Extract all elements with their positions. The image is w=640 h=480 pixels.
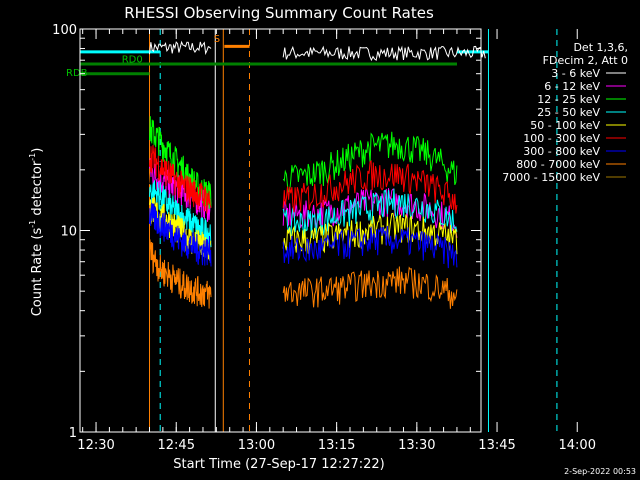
legend-header: FDecim 2, Att 0 <box>543 54 628 67</box>
y-label-part1: Count Rate (s <box>30 228 45 317</box>
series-line <box>282 266 458 309</box>
flag-label-rd0: RD0 <box>122 55 143 66</box>
x-tick-label: 12:30 <box>77 438 114 453</box>
y-label-part3: ) <box>30 148 45 153</box>
y-tick-label: 100 <box>52 23 77 38</box>
series-line <box>149 180 212 248</box>
x-tick-label: 14:00 <box>559 438 596 453</box>
x-tick-label: 13:00 <box>238 438 275 453</box>
legend-label: 12 - 25 keV <box>537 93 600 106</box>
legend-label: 25 - 50 keV <box>537 106 600 119</box>
x-tick-label: 12:45 <box>158 438 195 453</box>
footer-date: 2-Sep-2022 00:53 <box>564 467 636 476</box>
x-tick-label: 13:15 <box>318 438 355 453</box>
series-layer <box>149 116 458 309</box>
flags-layer: S RD0 RDB <box>66 29 558 432</box>
legend-label: 300 - 800 keV <box>523 145 600 158</box>
y-tick-label: 10 <box>60 225 77 240</box>
y-label-part2: detector <box>30 160 45 220</box>
legend-label: 6 - 12 keV <box>544 80 600 93</box>
x-axis-label: Start Time (27-Sep-17 12:27:22) <box>173 457 384 472</box>
chart-title: RHESSI Observing Summary Count Rates <box>124 4 434 22</box>
series-line <box>282 160 458 214</box>
flag-label-rdb: RDB <box>66 68 88 79</box>
legend-label: 7000 - 15000 keV <box>502 171 600 184</box>
x-tick-label: 13:45 <box>478 438 515 453</box>
legend-header: Det 1,3,6, <box>573 41 628 54</box>
legend-label: 800 - 7000 keV <box>516 158 600 171</box>
series-line <box>149 203 212 267</box>
flag-trace <box>149 40 212 56</box>
series-line <box>282 212 458 255</box>
series-line <box>149 239 212 309</box>
y-label-sup1: -1 <box>28 220 37 228</box>
y-label-sup2: -1 <box>28 153 37 161</box>
series-line <box>282 187 458 232</box>
flag-label-saa: S <box>214 34 220 45</box>
legend-label: 3 - 6 keV <box>551 67 600 80</box>
series-line <box>282 188 458 239</box>
series-line <box>149 145 212 214</box>
svg-text:Count Rate (s-1 detector-1): Count Rate (s-1 detector-1) <box>28 148 45 317</box>
legend-label: 100 - 300 keV <box>523 132 600 145</box>
series-line <box>282 225 458 269</box>
ticks-layer: 1 10 100 12:30 12:45 13:00 13:15 13:30 13:45 14:0… <box>52 23 596 453</box>
x-tick-label: 13:30 <box>398 438 435 453</box>
flag-trace <box>282 45 486 62</box>
legend-label: 50 - 100 keV <box>530 119 600 132</box>
y-tick-label: 1 <box>69 426 77 441</box>
y-axis-label: Count Rate (s-1 detector-1) <box>28 148 45 317</box>
